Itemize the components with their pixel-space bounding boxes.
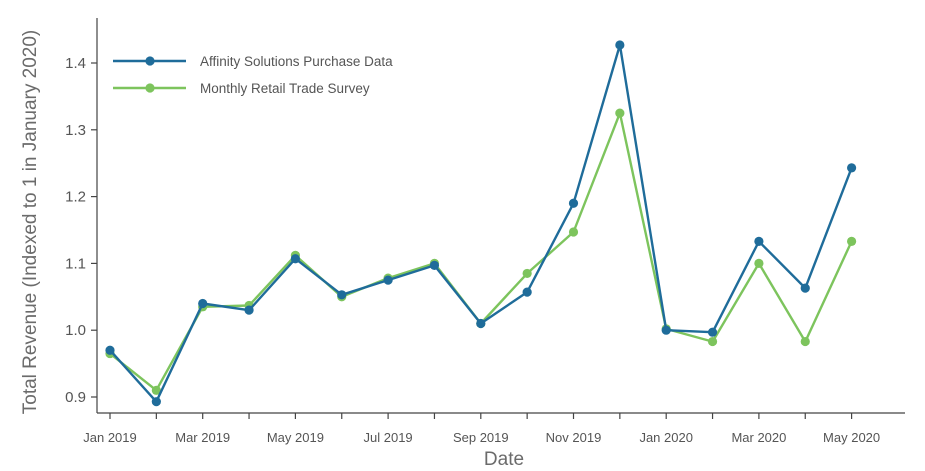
data-point [151, 385, 161, 395]
data-point [151, 397, 161, 407]
x-tick-label: Jan 2020 [639, 430, 693, 445]
x-axis-title: Date [484, 449, 524, 470]
data-point [244, 305, 254, 315]
x-tick-label: Nov 2019 [546, 430, 602, 445]
y-tick-label: 0.9 [65, 389, 86, 406]
legend: Affinity Solutions Purchase Data Monthly … [113, 54, 393, 96]
x-tick-label: Jul 2019 [364, 430, 413, 445]
legend-swatch-marker [145, 83, 155, 93]
series-line [109, 43, 853, 403]
data-point [522, 287, 532, 297]
data-point [522, 268, 532, 279]
data-point [429, 260, 440, 271]
data-point [847, 236, 857, 246]
series-mrts [105, 108, 857, 395]
x-tick-label: Mar 2019 [175, 430, 230, 445]
data-point [707, 327, 718, 337]
data-point [754, 258, 764, 268]
series-affinity [105, 40, 857, 407]
data-point [476, 318, 486, 329]
data-point [290, 254, 300, 264]
legend-swatch-marker [145, 56, 155, 66]
series-layer [105, 40, 857, 407]
data-point [847, 163, 857, 173]
x-tick-label: May 2020 [823, 430, 880, 445]
x-tick-label: May 2019 [267, 430, 324, 445]
data-point [383, 275, 393, 285]
data-point [615, 108, 625, 118]
legend-label: Affinity Solutions Purchase Data [200, 54, 393, 69]
data-point [568, 198, 579, 208]
data-point [105, 345, 115, 355]
y-tick-label: 1.0 [65, 322, 86, 339]
data-point [337, 290, 347, 300]
x-tick-label: Mar 2020 [731, 430, 786, 445]
data-point [754, 236, 764, 246]
y-tick-label: 1.2 [65, 189, 86, 206]
data-point [615, 40, 625, 50]
x-tick-label: Sep 2019 [453, 430, 509, 445]
x-ticks: Jan 2019 Mar 2019 May 2019 Jul 2019 Sep 2019… [83, 413, 880, 445]
data-point [661, 325, 671, 335]
x-tick-label: Jan 2019 [83, 430, 137, 445]
data-point [707, 336, 718, 347]
y-ticks: 0.9 1.0 1.1 1.2 1.3 1.4 [65, 55, 97, 406]
series-line [109, 111, 853, 392]
data-point [568, 227, 579, 237]
data-point [800, 283, 810, 293]
y-tick-label: 1.1 [65, 255, 86, 272]
y-axis-title: Total Revenue (Indexed to 1 in January 2… [20, 30, 41, 414]
data-point [198, 298, 208, 309]
y-tick-label: 1.4 [65, 55, 86, 72]
legend-label: Monthly Retail Trade Survey [200, 81, 370, 96]
chart-axes: 0.9 1.0 1.1 1.2 1.3 1.4 Jan 2019 Mar 2019 May 2… [65, 18, 905, 445]
data-point [800, 336, 810, 347]
y-tick-label: 1.3 [65, 122, 86, 139]
